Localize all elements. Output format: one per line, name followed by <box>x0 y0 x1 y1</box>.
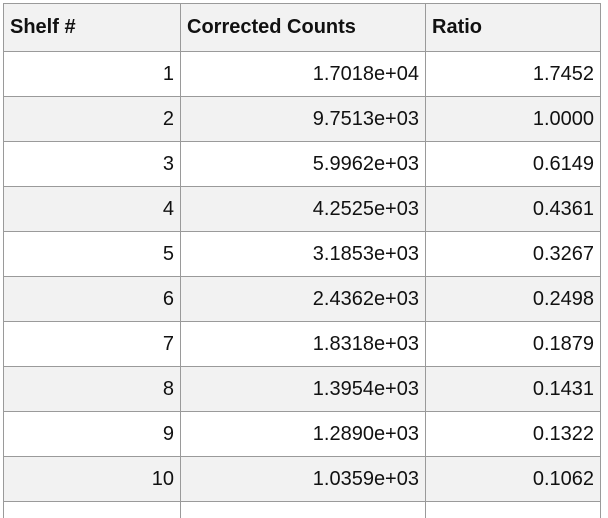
cell-ratio: 0.1879 <box>425 321 601 367</box>
cell-shelf: 8 <box>3 366 181 412</box>
table-row-partial <box>3 501 601 518</box>
cell-shelf: 2 <box>3 96 181 142</box>
cell-corrected-counts: 1.2890e+03 <box>180 411 426 457</box>
cell-empty <box>425 501 601 518</box>
column-header-ratio[interactable]: Ratio <box>425 3 601 52</box>
column-header-shelf[interactable]: Shelf # <box>3 3 181 52</box>
cell-ratio: 0.4361 <box>425 186 601 232</box>
cell-shelf: 6 <box>3 276 181 322</box>
cell-ratio: 0.3267 <box>425 231 601 277</box>
cell-corrected-counts: 4.2525e+03 <box>180 186 426 232</box>
cell-empty <box>3 501 181 518</box>
cell-shelf: 10 <box>3 456 181 502</box>
table-row: 2 9.7513e+03 1.0000 <box>3 96 601 142</box>
cell-shelf: 5 <box>3 231 181 277</box>
table-row: 7 1.8318e+03 0.1879 <box>3 321 601 367</box>
table-row: 10 1.0359e+03 0.1062 <box>3 456 601 502</box>
table-row: 8 1.3954e+03 0.1431 <box>3 366 601 412</box>
table-row: 3 5.9962e+03 0.6149 <box>3 141 601 187</box>
cell-corrected-counts: 1.7018e+04 <box>180 51 426 97</box>
cell-ratio: 0.2498 <box>425 276 601 322</box>
cell-ratio: 1.7452 <box>425 51 601 97</box>
cell-ratio: 1.0000 <box>425 96 601 142</box>
cell-corrected-counts: 5.9962e+03 <box>180 141 426 187</box>
cell-corrected-counts: 1.8318e+03 <box>180 321 426 367</box>
cell-ratio: 0.1062 <box>425 456 601 502</box>
cell-shelf: 9 <box>3 411 181 457</box>
cell-ratio: 0.1322 <box>425 411 601 457</box>
table-row: 4 4.2525e+03 0.4361 <box>3 186 601 232</box>
cell-corrected-counts: 2.4362e+03 <box>180 276 426 322</box>
cell-corrected-counts: 9.7513e+03 <box>180 96 426 142</box>
table-header-row: Shelf # Corrected Counts Ratio <box>3 3 601 52</box>
cell-shelf: 7 <box>3 321 181 367</box>
shelf-counts-table: Shelf # Corrected Counts Ratio 1 1.7018e… <box>3 3 601 518</box>
cell-ratio: 0.6149 <box>425 141 601 187</box>
cell-corrected-counts: 1.0359e+03 <box>180 456 426 502</box>
table-row: 9 1.2890e+03 0.1322 <box>3 411 601 457</box>
table-row: 6 2.4362e+03 0.2498 <box>3 276 601 322</box>
cell-empty <box>180 501 426 518</box>
column-header-corrected-counts[interactable]: Corrected Counts <box>180 3 426 52</box>
cell-corrected-counts: 1.3954e+03 <box>180 366 426 412</box>
table-row: 5 3.1853e+03 0.3267 <box>3 231 601 277</box>
cell-corrected-counts: 3.1853e+03 <box>180 231 426 277</box>
cell-shelf: 3 <box>3 141 181 187</box>
cell-shelf: 4 <box>3 186 181 232</box>
cell-shelf: 1 <box>3 51 181 97</box>
table-row: 1 1.7018e+04 1.7452 <box>3 51 601 97</box>
cell-ratio: 0.1431 <box>425 366 601 412</box>
